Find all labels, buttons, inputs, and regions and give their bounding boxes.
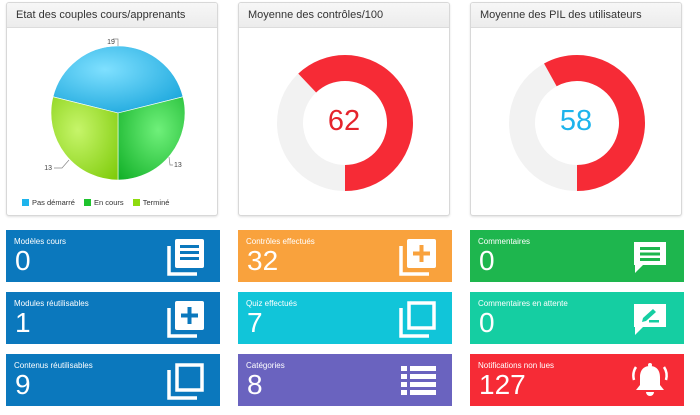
controles-gauge [277, 55, 413, 191]
panel-title: Etat des couples cours/apprenants [7, 3, 217, 28]
pie-slice-termin-[interactable] [50, 96, 119, 181]
add-stack-icon [399, 239, 436, 276]
legend-label: Pas démarré [32, 198, 75, 207]
tile-label: Contrôles effectués [246, 237, 315, 246]
tile-modules-reutilisables[interactable]: Modules réutilisables 1 [6, 292, 220, 344]
pil-average-panel: Moyenne des PIL des utilisateurs 58 [470, 2, 682, 216]
gauge-fill-arc [509, 55, 645, 191]
legend-label: Terminé [142, 198, 170, 207]
tile-value: 1 [15, 307, 31, 338]
pie-leader-line-0 [113, 38, 119, 46]
tile-value: 0 [15, 245, 31, 276]
pie-chart-panel: Etat des couples cours/apprenants 19 13 … [6, 2, 218, 216]
tile-modeles-cours[interactable]: Modèles cours 0 [6, 230, 220, 282]
tile-label: Commentaires [478, 237, 531, 246]
gauge-body: 62 [239, 28, 449, 215]
controles-average-panel: Moyenne des contrôles/100 62 [238, 2, 450, 216]
stack-icon [399, 301, 436, 338]
pie-slice-en-cours[interactable] [117, 96, 186, 181]
legend-swatch [132, 199, 140, 206]
tile-value: 127 [479, 369, 526, 400]
bell-icon [632, 363, 668, 396]
tile-value: 0 [479, 307, 495, 338]
panel-title: Moyenne des contrôles/100 [239, 3, 449, 28]
tile-label: Modèles cours [14, 237, 67, 246]
tile-commentaires[interactable]: Commentaires 0 [470, 230, 684, 282]
tile-value: 32 [247, 245, 279, 276]
legend-swatch [84, 199, 92, 206]
list-document-icon [167, 239, 204, 276]
tile-label: Contenus réutilisables [14, 361, 93, 370]
comment-icon [634, 242, 666, 273]
tile-label: Notifications non lues [478, 361, 555, 370]
tile-label: Commentaires en attente [478, 299, 568, 308]
add-stack-icon [167, 301, 204, 338]
tile-value: 7 [247, 307, 263, 338]
legend-item-en-cours[interactable]: En cours [84, 198, 124, 207]
gauge-body: 58 [471, 28, 681, 215]
pie-data-label-0: 19 [107, 39, 115, 46]
tile-label: Quiz effectués [246, 299, 297, 308]
pie-leader-line-2 [168, 156, 173, 166]
stack-icon [167, 363, 204, 400]
pie-data-label-2: 13 [174, 162, 182, 169]
pie-legend: Pas démarré En cours Terminé [22, 198, 176, 207]
tile-quiz-effectues[interactable]: Quiz effectués 7 [238, 292, 452, 344]
comment-edit-icon [634, 304, 666, 335]
tile-contenus-reutilisables[interactable]: Contenus réutilisables 9 [6, 354, 220, 406]
tile-label: Catégories [246, 361, 285, 370]
list-icon [401, 366, 436, 395]
pie-leader-line-1 [54, 159, 70, 169]
legend-item-pas-demarre[interactable]: Pas démarré [22, 198, 75, 207]
tile-value: 9 [15, 369, 31, 400]
pie-slice-pas-d-marr-[interactable] [52, 45, 184, 114]
legend-label: En cours [94, 198, 124, 207]
tile-notifications-non-lues[interactable]: Notifications non lues 127 [470, 354, 684, 406]
pil-gauge [509, 55, 645, 191]
legend-swatch [22, 199, 29, 206]
pil-average-value: 58 [559, 105, 593, 137]
tile-categories[interactable]: Catégories 8 [238, 354, 452, 406]
tile-label: Modules réutilisables [14, 299, 89, 308]
panel-title: Moyenne des PIL des utilisateurs [471, 3, 681, 28]
tile-commentaires-en-attente[interactable]: Commentaires en attente 0 [470, 292, 684, 344]
pie-chart-body: 19 13 13 Pas démarré En cours Terminé [7, 28, 217, 215]
legend-item-termine[interactable]: Terminé [132, 198, 170, 207]
tile-controles-effectues[interactable]: Contrôles effectués 32 [238, 230, 452, 282]
tile-value: 8 [247, 369, 263, 400]
controles-average-value: 62 [327, 105, 361, 137]
pie-data-label-1: 13 [44, 165, 52, 172]
tile-value: 0 [479, 245, 495, 276]
gauge-fill-arc [277, 55, 413, 191]
pie-chart: 19 13 13 [44, 38, 186, 181]
